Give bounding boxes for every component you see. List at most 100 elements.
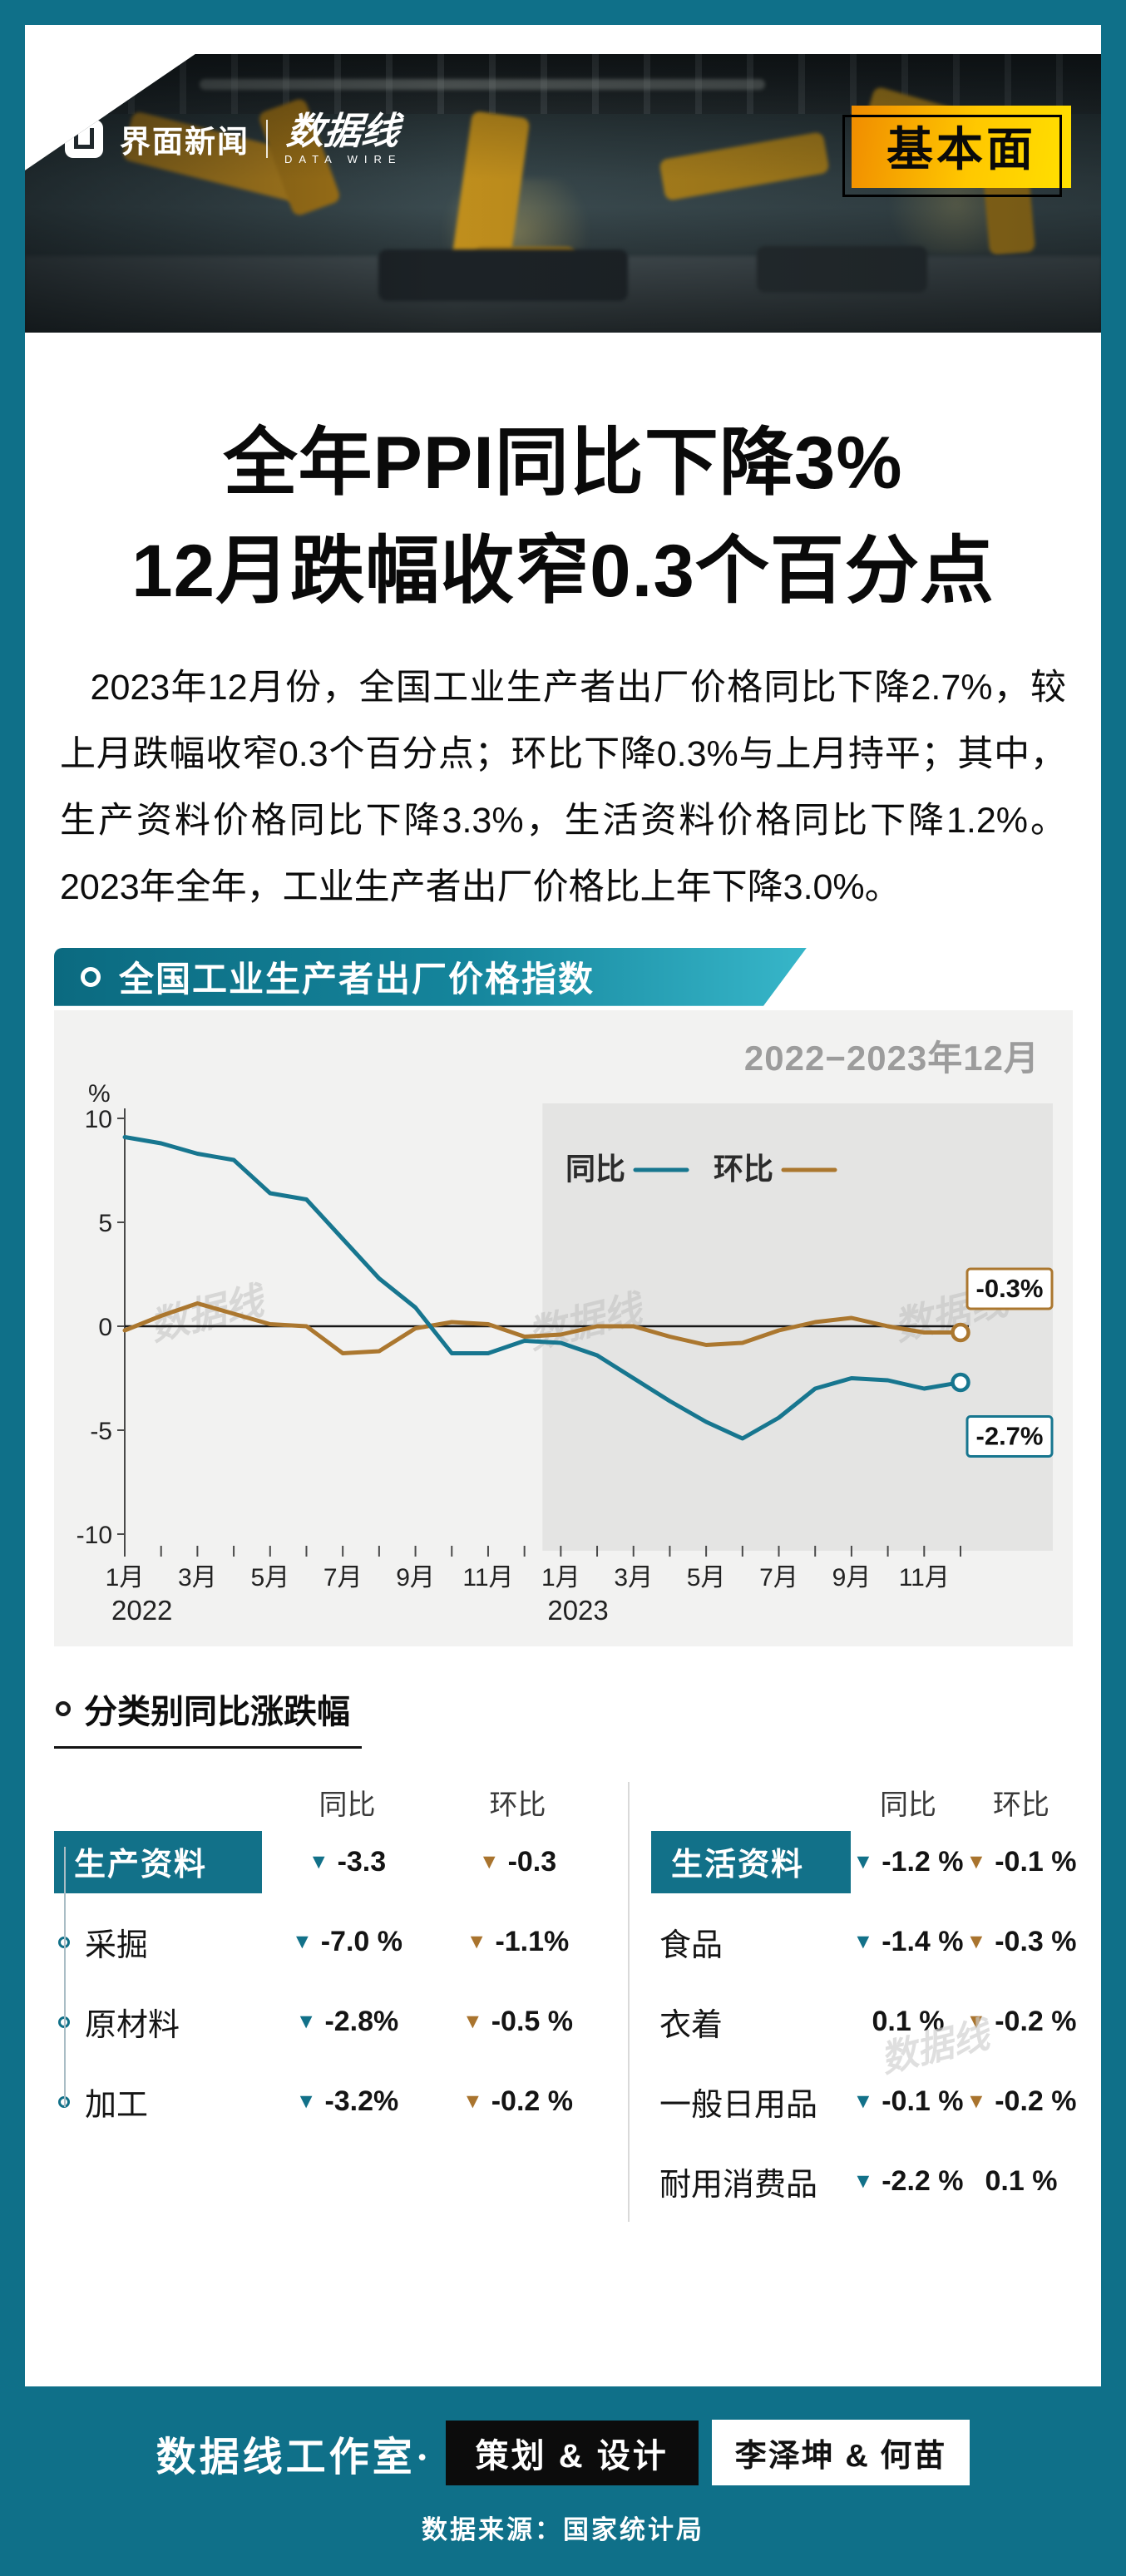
brand-divider	[266, 120, 268, 158]
yoy-value-cell: ▼ -1.2 %	[851, 1823, 965, 1902]
row-label: 原材料	[85, 2008, 180, 2044]
yoy-value-cell: ▼ -2.8%	[262, 1982, 432, 2062]
spacer	[651, 1782, 851, 1823]
ring-icon	[56, 1700, 71, 1716]
chart-section-header: 全国工业生产者出厂价格指数	[54, 948, 807, 1006]
category-badge-cell: 生活资料	[651, 1823, 851, 1902]
row-label: 采掘	[85, 1928, 149, 1964]
yoy-value: -2.2 %	[882, 2165, 964, 2198]
svg-text:5月: 5月	[687, 1564, 726, 1591]
row-label: 耐用消费品	[659, 2168, 818, 2203]
row-label-cell: 耐用消费品	[651, 2142, 851, 2222]
mom-value-cell: ▼ -0.2 %	[965, 1982, 1077, 2062]
svg-text:2023: 2023	[547, 1595, 608, 1626]
chart-card: 2022−2023年12月 数据线 数据线 数据线 10 5 0 -5 -10% 1月 3月 5月 7…	[54, 1009, 1073, 1646]
svg-text:9月: 9月	[832, 1564, 872, 1591]
row-label-cell: 加工	[54, 2062, 262, 2142]
down-triangle-icon: ▼	[965, 1850, 987, 1874]
headline-line1: 全年PPI同比下降3%	[223, 421, 903, 504]
bullet-ring-icon	[58, 2095, 70, 2108]
yoy-value-cell: ▼ -7.0 %	[262, 1902, 432, 1982]
mom-value: -0.2 %	[995, 2085, 1077, 2118]
svg-text:2022: 2022	[111, 1595, 172, 1626]
category-badge: 生活资料	[651, 1831, 851, 1894]
down-triangle-icon: ▼	[291, 1930, 313, 1954]
mom-value: -0.5 %	[491, 2006, 573, 2038]
down-triangle-icon: ▼	[462, 2010, 483, 2034]
yoy-value: -1.4 %	[882, 1926, 964, 1958]
headline: 全年PPI同比下降3% 12月跌幅收窄0.3个百分点	[42, 409, 1084, 625]
yoy-value-cell: 0.1 %	[851, 1982, 965, 2062]
down-triangle-icon: ▼	[466, 1930, 487, 1954]
down-triangle-icon: ▼	[462, 2090, 483, 2114]
svg-text:7月: 7月	[759, 1564, 798, 1591]
intro-paragraph: 2023年12月份，全国工业生产者出厂价格同比下降2.7%，较上月跌幅收窄0.3…	[60, 667, 1066, 907]
row-label-cell: 衣着	[651, 1982, 851, 2062]
bullet-ring-icon	[58, 2016, 70, 2028]
mom-value: -0.2 %	[491, 2085, 573, 2118]
corner-badge: 基本面	[842, 106, 1071, 197]
down-triangle-icon: ▼	[295, 2090, 317, 2114]
svg-text:1月: 1月	[106, 1564, 145, 1591]
down-triangle-icon: ▼	[478, 1850, 500, 1874]
mom-value-cell: ▼ -0.1 %	[965, 1823, 1077, 1902]
row-label-cell: 原材料	[54, 1982, 262, 2062]
yoy-value-cell: ▼ -0.1 %	[851, 2062, 965, 2142]
chart-subtitle: 2022−2023年12月	[743, 1038, 1040, 1078]
producer-goods-table: 同比 环比 生产资料 ▼ -3.3 ▼ -0.3 采掘 ▼ -7.0 % ▼ -1.1% 原材料 ▼ -2.…	[54, 1782, 603, 2142]
spacer	[54, 1782, 262, 1823]
svg-text:1月: 1月	[541, 1564, 580, 1591]
down-triangle-icon: ▼	[852, 1850, 874, 1874]
svg-text:10: 10	[85, 1106, 112, 1133]
credits-row: 数据线工作室· 策划 & 设计 李泽坤 & 何苗	[156, 2420, 970, 2485]
svg-text:环比: 环比	[714, 1152, 773, 1186]
hero-photo: 界面新闻 数据线 DATA WIRE 基本面	[25, 54, 1101, 333]
mom-value-cell: 0.1 %	[965, 2142, 1077, 2222]
yoy-value-cell: ▼ -2.2 %	[851, 2142, 965, 2222]
svg-text:-0.3%: -0.3%	[976, 1274, 1044, 1303]
mom-value-cell: ▼ -0.3	[432, 1823, 603, 1902]
headline-line2: 12月跌幅收窄0.3个百分点	[131, 528, 995, 612]
yoy-value: -1.2 %	[882, 1846, 964, 1878]
row-label: 一般日用品	[659, 2088, 818, 2124]
column-header: 环比	[993, 1789, 1049, 1821]
breakdown-tables: 同比 环比 生产资料 ▼ -3.3 ▼ -0.3 采掘 ▼ -7.0 % ▼ -1.1% 原材料 ▼ -2.…	[54, 1781, 1080, 2222]
datawire-logo: 数据线 DATA WIRE	[284, 110, 402, 165]
svg-text:5月: 5月	[250, 1564, 289, 1591]
mom-value-cell: ▼ -0.2 %	[965, 2062, 1077, 2142]
mom-value-cell: ▼ -0.2 %	[432, 2062, 603, 2142]
breakdown-section-title: 分类别同比涨跌幅	[54, 1685, 362, 1749]
yoy-value: -7.0 %	[320, 1926, 402, 1958]
yoy-value-cell: ▼ -3.2%	[262, 2062, 432, 2142]
datawire-wordmark: 数据线	[284, 110, 402, 152]
down-triangle-icon: ▼	[965, 2090, 987, 2114]
down-triangle-icon: ▼	[308, 1850, 329, 1874]
yoy-value: -0.1 %	[882, 2085, 964, 2118]
mom-value: -0.3 %	[995, 1926, 1077, 1958]
jiemian-news-logo-icon	[65, 120, 103, 158]
svg-text:3月: 3月	[178, 1564, 217, 1591]
yoy-value-cell: ▼ -1.4 %	[851, 1902, 965, 1982]
datawire-subtitle: DATA WIRE	[284, 153, 402, 165]
mom-value-cell: ▼ -0.3 %	[965, 1902, 1077, 1982]
svg-text:9月: 9月	[396, 1564, 435, 1591]
consumer-goods-table: 同比 环比 生活资料 ▼ -1.2 % ▼ -0.1 % 食品 ▼ -1.4 % ▼ -0.3 % 衣着…	[628, 1781, 1077, 2222]
mom-value: -0.3	[507, 1846, 557, 1878]
down-triangle-icon: ▼	[852, 2169, 874, 2194]
photo-dark-overlay	[25, 54, 1101, 333]
yoy-value: -2.8%	[324, 2006, 399, 2038]
svg-text:-10: -10	[77, 1522, 112, 1549]
breakdown-title-text: 分类别同比涨跌幅	[84, 1693, 350, 1730]
brand-bar: 界面新闻 数据线 DATA WIRE	[65, 110, 402, 165]
column-header: 同比	[880, 1789, 936, 1821]
credit-names-badge: 李泽坤 & 何苗	[711, 2420, 970, 2485]
svg-text:3月: 3月	[614, 1564, 653, 1591]
down-triangle-icon: ▼	[852, 1930, 874, 1954]
mom-value: -0.1 %	[995, 1846, 1077, 1878]
jiemian-news-wordmark: 界面新闻	[120, 125, 249, 159]
bullet-ring-icon	[58, 1936, 70, 1948]
svg-text:同比: 同比	[565, 1152, 625, 1186]
mom-value-cell: ▼ -1.1%	[432, 1902, 603, 1982]
